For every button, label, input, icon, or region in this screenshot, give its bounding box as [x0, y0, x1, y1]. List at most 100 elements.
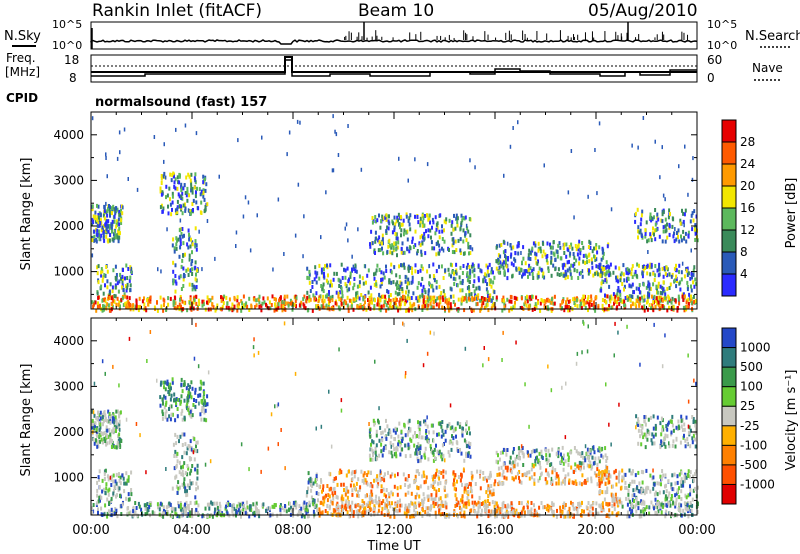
velocity-scatter-point	[516, 454, 519, 459]
power-scatter-point	[97, 264, 100, 269]
velocity-scatter-point	[115, 429, 117, 433]
power-scatter-point	[173, 246, 176, 251]
velocity-scatter-point	[181, 507, 184, 512]
power-scatter-point	[675, 274, 678, 279]
velocity-scatter-point	[564, 459, 567, 464]
power-scatter-point	[111, 219, 114, 224]
power-scatter-point	[506, 276, 509, 281]
power-scatter-point	[681, 294, 684, 299]
velocity-scatter-point	[685, 495, 688, 500]
power-scatter-point	[462, 239, 465, 244]
velocity-scatter-point	[578, 481, 581, 486]
power-scatter-point	[396, 215, 399, 220]
velocity-scatter-point	[178, 460, 181, 465]
velocity-scatter-point	[414, 474, 417, 479]
velocity-scatter-point	[358, 487, 361, 492]
velocity-scatter-point	[336, 482, 339, 487]
power-scatter-point	[201, 267, 203, 272]
velocity-scatter-point	[686, 437, 689, 441]
power-scatter-point	[678, 239, 681, 244]
power-scatter-point	[122, 287, 125, 292]
power-scatter-point	[537, 248, 540, 253]
power-scatter-point	[433, 246, 436, 251]
power-scatter-point	[638, 263, 640, 268]
velocity-scatter-point	[312, 498, 315, 502]
power-scatter-point	[406, 237, 409, 242]
velocity-scatter-point	[652, 426, 655, 431]
velocity-scatter-point	[164, 395, 167, 400]
velocity-scatter-point	[441, 443, 444, 448]
power-scatter-point	[131, 304, 134, 309]
power-scatter-point	[563, 273, 566, 278]
power-scatter-point	[678, 281, 681, 286]
velocity-scatter-point	[689, 484, 691, 489]
power-scatter-point	[103, 273, 106, 278]
power-scatter-point	[181, 186, 183, 191]
power-scatter-point	[684, 144, 686, 149]
velocity-scatter-point	[464, 501, 467, 506]
velocity-scatter-point	[564, 474, 567, 479]
power-scatter-point	[419, 235, 422, 240]
velocity-scatter-point	[380, 510, 383, 515]
velocity-scatter-point	[430, 423, 433, 428]
velocity-scatter-point	[118, 432, 121, 437]
power-scatter-point	[91, 253, 94, 258]
velocity-scatter-point	[499, 450, 502, 455]
power-scatter-point	[379, 298, 381, 303]
velocity-scatter-point	[406, 432, 409, 437]
velocity-scatter-point	[654, 426, 657, 431]
velocity-scatter-point	[180, 377, 183, 382]
power-scatter-point	[519, 267, 522, 272]
velocity-scatter-point	[414, 431, 416, 435]
power-scatter-point	[111, 211, 113, 216]
power-scatter-point	[510, 295, 513, 300]
velocity-scatter-point	[193, 437, 196, 442]
power-scatter-point	[535, 295, 538, 300]
power-scatter-point	[623, 299, 626, 304]
velocity-scatter-point	[417, 501, 420, 506]
velocity-scatter-point	[410, 491, 413, 496]
velocity-scatter-point	[676, 474, 679, 479]
power-scatter-point	[516, 244, 519, 249]
velocity-scatter-point	[368, 495, 371, 499]
power-scatter-point	[653, 232, 655, 237]
velocity-scatter-point	[196, 470, 199, 475]
power-scatter-point	[420, 249, 423, 254]
velocity-scatter	[91, 319, 699, 519]
power-scatter-point	[565, 242, 568, 247]
velocity-scatter-point	[666, 427, 669, 432]
velocity-scatter-point	[485, 490, 488, 495]
power-scatter-point	[183, 202, 186, 207]
power-scatter-point	[451, 220, 454, 225]
power-scatter-point	[175, 246, 178, 251]
power-scatter-point	[423, 214, 426, 218]
power-scatter-point	[578, 261, 581, 266]
velocity-scatter-point	[331, 491, 334, 496]
power-scatter-point	[121, 211, 124, 216]
power-scatter-point	[469, 233, 472, 238]
power-scatter-point	[457, 238, 460, 243]
velocity-scatter-point	[183, 415, 186, 420]
power-scatter-point	[358, 305, 361, 310]
power-scatter-point	[486, 302, 489, 307]
power-scatter-point	[95, 227, 98, 232]
velocity-scatter-point	[520, 480, 523, 485]
power-scatter-point	[453, 271, 455, 276]
velocity-scatter-point	[433, 486, 436, 491]
power-scatter-point	[504, 259, 507, 264]
power-scatter-point	[657, 217, 660, 222]
power-scatter-point	[129, 265, 132, 270]
velocity-scatter-point	[572, 481, 575, 486]
power-scatter-point	[125, 303, 128, 308]
power-scatter-point	[171, 243, 174, 248]
power-scatter-point	[650, 218, 653, 223]
velocity-scatter-point	[665, 483, 667, 488]
power-scatter-point	[646, 307, 649, 312]
power-scatter-point	[628, 268, 631, 273]
velocity-scatter-point	[642, 470, 645, 475]
power-scatter-point	[173, 184, 176, 189]
power-scatter-point	[634, 211, 637, 216]
power-scatter-point	[506, 297, 509, 302]
power-scatter-point	[406, 285, 409, 290]
velocity-scatter-point	[181, 455, 184, 460]
